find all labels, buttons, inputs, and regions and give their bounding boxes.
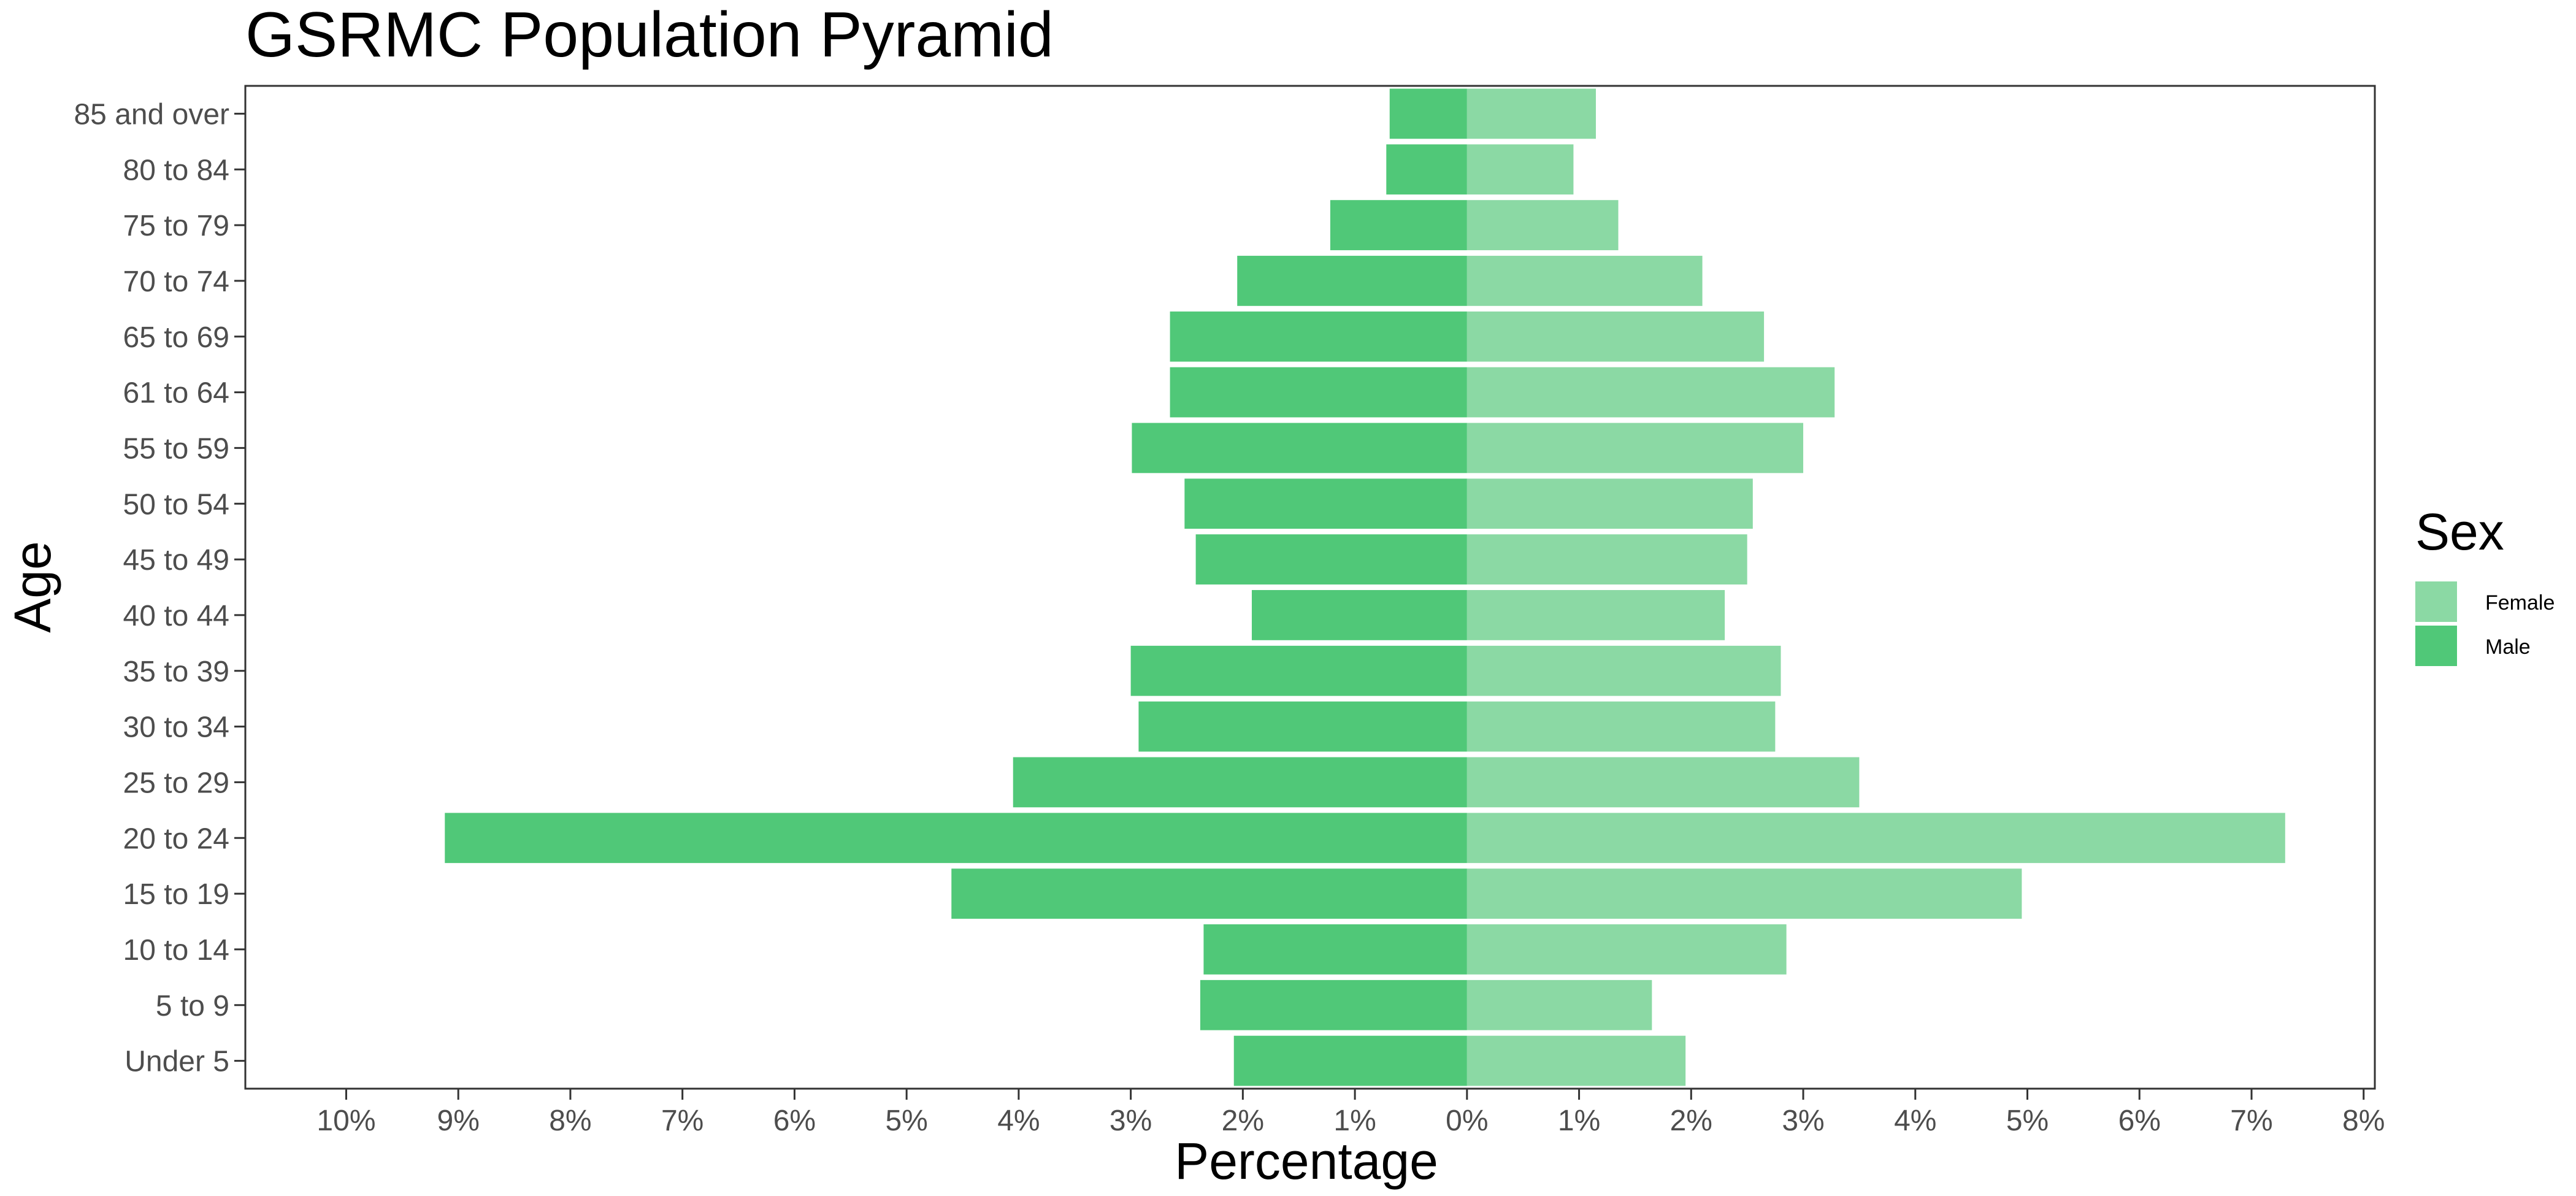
x-tick-label: 0% [1446,1105,1488,1137]
x-tick-label: 9% [437,1105,480,1137]
legend-label-female: Female [2485,591,2555,615]
bar-male-0 [1233,1035,1467,1086]
x-tick-label: 5% [885,1105,927,1137]
bar-female-9 [1466,534,1747,585]
legend: Sex Female Male [2415,503,2555,666]
x-tick-label: 10% [316,1105,375,1137]
x-tick-label: 6% [773,1105,816,1137]
bar-female-13 [1466,311,1765,362]
bar-male-3 [951,868,1467,919]
bar-female-4 [1466,813,2285,864]
bar-male-14 [1237,256,1467,306]
y-tick-label: 35 to 39 [123,656,229,688]
x-tick-label: 1% [1558,1105,1600,1137]
y-tick-label: 25 to 29 [123,767,229,799]
bar-male-1 [1200,979,1467,1030]
x-tick-label: 2% [1222,1105,1264,1137]
y-tick-label: 20 to 24 [123,822,229,855]
x-tick-label: 1% [1333,1105,1376,1137]
x-tick-label: 7% [2230,1105,2272,1137]
bar-female-12 [1466,367,1835,418]
bar-female-3 [1466,868,2022,919]
y-tick-label: 61 to 64 [123,377,229,410]
legend-key-female [2415,581,2457,622]
bar-male-15 [1330,200,1467,250]
bar-male-4 [445,813,1467,864]
x-tick-label: 7% [661,1105,703,1137]
legend-title: Sex [2415,503,2504,561]
y-tick-label: 85 and over [74,98,229,131]
bar-female-1 [1466,979,1652,1030]
bar-male-9 [1195,534,1467,585]
bar-female-17 [1466,88,1596,139]
y-tick-label: 50 to 54 [123,488,229,521]
x-axis-title: Percentage [1175,1132,1438,1190]
bar-male-13 [1170,311,1467,362]
plot-panel-border [244,85,2376,1090]
x-tick-label: 6% [2118,1105,2161,1137]
bar-male-17 [1389,88,1467,139]
bar-male-8 [1251,590,1467,640]
bar-female-6 [1466,701,1776,752]
bar-male-6 [1138,701,1467,752]
y-tick-label: 15 to 19 [123,878,229,911]
x-tick-label: 4% [997,1105,1040,1137]
bar-male-2 [1203,924,1467,975]
y-tick-label: 45 to 49 [123,544,229,577]
y-tick-label: 70 to 74 [123,266,229,298]
bar-male-10 [1184,478,1467,529]
y-tick-label: 5 to 9 [156,990,229,1022]
x-tick-label: 3% [1782,1105,1824,1137]
x-tick-label: 3% [1110,1105,1152,1137]
bar-male-7 [1130,645,1467,696]
y-axis: Under 5 5 to 9 10 to 14 15 to 19 20 to 24 25 … [74,98,245,1078]
legend-label-male: Male [2485,635,2531,659]
bar-male-5 [1013,757,1467,808]
y-tick-label: 80 to 84 [123,154,229,186]
bar-female-14 [1466,256,1703,306]
y-tick-label: 30 to 34 [123,711,229,744]
bar-female-11 [1466,423,1804,473]
x-tick-label: 4% [1894,1105,1936,1137]
legend-key-male [2415,626,2457,666]
bar-male-16 [1386,144,1467,195]
bar-male-11 [1132,423,1467,473]
bar-female-0 [1466,1035,1686,1086]
y-tick-label: Under 5 [125,1046,229,1078]
y-tick-label: 40 to 44 [123,600,229,632]
bar-female-10 [1466,478,1753,529]
bar-female-7 [1466,645,1781,696]
x-tick-label: 8% [549,1105,591,1137]
y-axis-title: Age [4,541,61,632]
bar-female-8 [1466,590,1725,640]
y-tick-label: 10 to 14 [123,934,229,967]
x-axis: 10% 9% 8% 7% 6% 5% 4% 3% 2% 1% 0% 1% 2% 3% 4% 5% 6% 7% 8% [316,1089,2385,1137]
bar-female-5 [1466,757,1860,808]
x-tick-label: 5% [2006,1105,2049,1137]
bars-layer [445,88,2285,1086]
y-tick-label: 65 to 69 [123,321,229,354]
bar-male-12 [1170,367,1467,418]
bar-female-2 [1466,924,1787,975]
y-tick-label: 55 to 59 [123,432,229,465]
x-tick-label: 2% [1670,1105,1712,1137]
x-tick-label: 8% [2342,1105,2385,1137]
bar-female-16 [1466,144,1574,195]
chart-title: GSRMC Population Pyramid [245,0,1054,71]
bar-female-15 [1466,200,1619,250]
y-tick-label: 75 to 79 [123,210,229,242]
